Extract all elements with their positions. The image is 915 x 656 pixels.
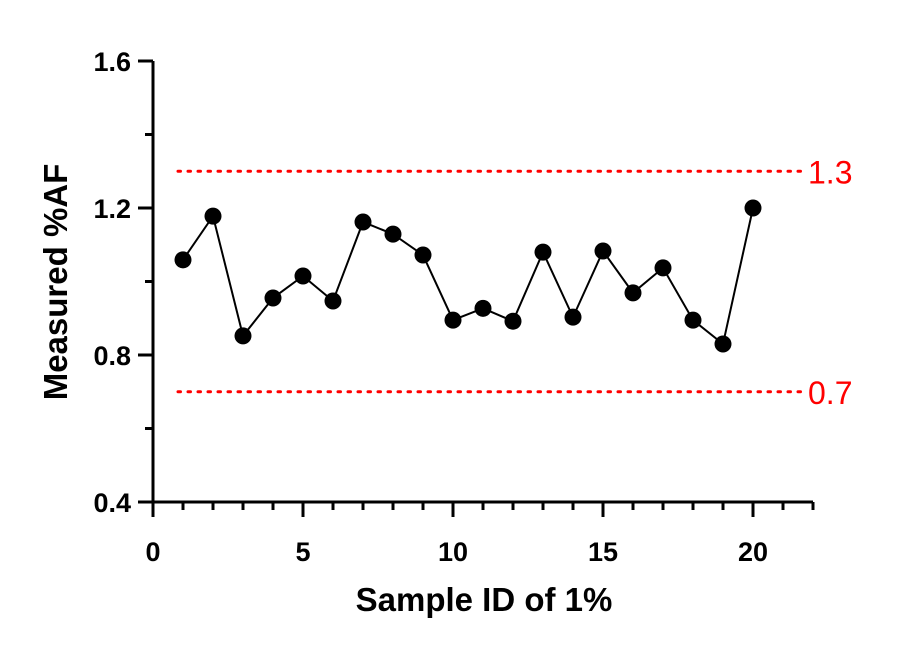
data-point — [684, 311, 702, 329]
reference-lines: 1.3 0.7 — [176, 154, 852, 411]
data-point — [444, 311, 462, 329]
data-point — [354, 213, 372, 231]
data-point — [174, 251, 192, 269]
data-point — [504, 312, 522, 330]
data-point — [264, 289, 282, 307]
axes: 0 5 10 15 20 0.4 0.8 1.2 1.6 — [93, 47, 815, 567]
x-tick-label: 0 — [145, 537, 160, 567]
x-tick-label: 20 — [738, 537, 768, 567]
y-tick-label: 0.4 — [93, 488, 131, 518]
data-point — [204, 207, 222, 225]
data-point — [534, 243, 552, 261]
data-point — [384, 225, 402, 243]
data-point — [654, 259, 672, 277]
series-line — [182, 207, 754, 346]
reference-line-label: 1.3 — [808, 154, 852, 190]
data-point — [624, 284, 642, 302]
reference-line-label: 0.7 — [808, 375, 852, 411]
x-tick-label: 5 — [295, 537, 310, 567]
data-point — [474, 299, 492, 317]
x-tick-label: 15 — [588, 537, 618, 567]
series — [174, 199, 762, 353]
data-point — [564, 308, 582, 326]
y-tick-label: 1.2 — [93, 194, 131, 224]
y-tick-label: 0.8 — [93, 341, 131, 371]
data-point — [324, 292, 342, 310]
data-point — [234, 327, 252, 345]
y-axis-label: Measured %AF — [37, 164, 74, 401]
y-tick-label: 1.6 — [93, 47, 131, 77]
data-point — [294, 267, 312, 285]
data-point — [594, 242, 612, 260]
data-point — [744, 199, 762, 217]
data-point — [414, 246, 432, 264]
data-point — [714, 335, 732, 353]
x-tick-label: 10 — [438, 537, 468, 567]
x-axis-label: Sample ID of 1% — [356, 581, 613, 618]
